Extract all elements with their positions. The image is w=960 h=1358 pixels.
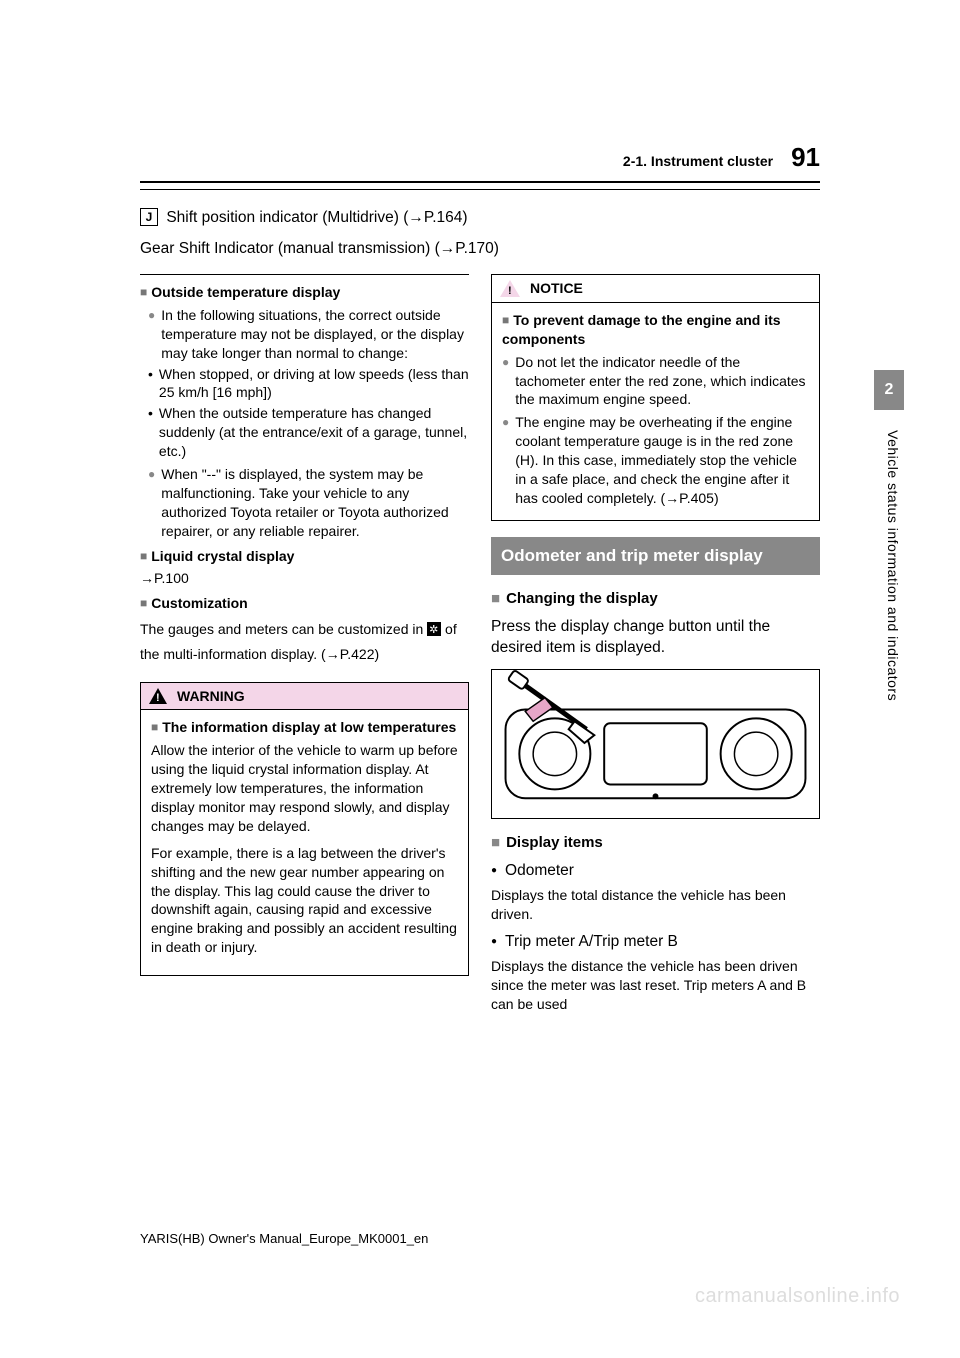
page-header: 2-1. Instrument cluster 91 (140, 140, 820, 181)
warning-label: WARNING (177, 687, 245, 706)
round-bullet-icon: ● (148, 306, 155, 363)
header-rule-thin (140, 189, 820, 190)
round-bullet-icon: ● (502, 353, 509, 410)
warning-icon (149, 688, 167, 704)
warning-p2: For example, there is a lag between the … (151, 844, 458, 957)
subhead-outside-temp: ■Outside temperature display (140, 283, 469, 302)
intro-block: J Shift position indicator (Multidrive) … (140, 208, 820, 260)
left-col-rule (140, 274, 469, 275)
notice-title-bar: NOTICE (492, 275, 819, 303)
square-bullet-icon: ■ (502, 313, 509, 327)
filled-bullet-icon: ● (491, 932, 497, 953)
square-bullet-icon: ■ (491, 590, 500, 607)
chapter-label: 2-1. Instrument cluster (623, 152, 773, 171)
footer-doc-id: YARIS(HB) Owner's Manual_Europe_MK0001_e… (140, 1230, 428, 1248)
square-bullet-icon: ■ (151, 720, 158, 734)
warning-body: ■The information display at low temperat… (141, 710, 468, 975)
cluster-svg (492, 670, 819, 818)
trip-meter-desc: Displays the distance the vehicle has be… (491, 957, 820, 1014)
lcd-ref: →P.100 (140, 569, 469, 588)
subhead-changing-display: ■Changing the display (491, 589, 820, 609)
notice-body: ■To prevent damage to the engine and its… (492, 303, 819, 520)
odometer-desc: Displays the total distance the vehicle … (491, 886, 820, 924)
left-column: ■Outside temperature display ● In the fo… (140, 274, 469, 1022)
subhead-lcd: ■Liquid crystal display (140, 547, 469, 566)
notice-bullet-tach: ● Do not let the indicator needle of the… (502, 353, 809, 410)
page-content: 2-1. Instrument cluster 91 J Shift posit… (140, 140, 820, 1021)
item-trip-meter: ● Trip meter A/Trip meter B (491, 932, 820, 953)
square-bullet-icon: ■ (140, 285, 147, 299)
warning-box: WARNING ■The information display at low … (140, 682, 469, 977)
filled-bullet-icon: ● (491, 861, 497, 882)
callout-box-j: J (140, 208, 158, 226)
sub-bullet-temp-change: • When the outside temperature has chang… (148, 404, 469, 461)
notice-icon (500, 280, 520, 297)
notice-bullet-coolant: ● The engine may be overheating if the e… (502, 413, 809, 507)
changing-display-text: Press the display change button until th… (491, 617, 820, 659)
sub-bullet-stopped: • When stopped, or driving at low speeds… (148, 365, 469, 403)
warning-p1: Allow the interior of the vehicle to war… (151, 741, 458, 835)
round-bullet-icon: ● (502, 413, 509, 507)
chapter-side-label: Vehicle status information and indicator… (883, 430, 902, 701)
watermark: carmanualsonline.info (695, 1283, 900, 1310)
intro-line-1-text: Shift position indicator (Multidrive) (→… (166, 209, 467, 226)
subhead-customization: ■Customization (140, 594, 469, 613)
warning-title-bar: WARNING (141, 683, 468, 711)
round-bullet-icon: ● (148, 465, 155, 541)
subhead-display-items: ■Display items (491, 833, 820, 853)
chapter-tab: 2 (874, 370, 904, 410)
square-bullet-icon: ■ (140, 596, 147, 610)
notice-box: NOTICE ■To prevent damage to the engine … (491, 274, 820, 521)
two-column-layout: ■Outside temperature display ● In the fo… (140, 274, 820, 1022)
notice-subhead: ■To prevent damage to the engine and its… (502, 311, 809, 349)
settings-icon (427, 622, 441, 636)
intro-line-1: J Shift position indicator (Multidrive) … (140, 208, 820, 229)
bullet-temp-situations: ● In the following situations, the corre… (148, 306, 469, 363)
square-bullet-icon: ■ (140, 549, 147, 563)
warning-subhead: ■The information display at low temperat… (151, 718, 458, 737)
display-button-illustration (491, 669, 820, 819)
page-number: 91 (791, 140, 820, 175)
section-odometer-title: Odometer and trip meter display (491, 537, 820, 575)
chapter-tab-number: 2 (885, 379, 894, 401)
item-odometer: ● Odometer (491, 861, 820, 882)
bullet-dashes-displayed: ● When "--" is displayed, the system may… (148, 465, 469, 541)
dot-bullet-icon: • (148, 404, 153, 461)
intro-line-2: Gear Shift Indicator (manual transmissio… (140, 239, 820, 260)
notice-label: NOTICE (530, 279, 583, 298)
square-bullet-icon: ■ (491, 834, 500, 851)
header-rule-thick (140, 181, 820, 183)
dot-bullet-icon: • (148, 365, 153, 403)
right-column: NOTICE ■To prevent damage to the engine … (491, 274, 820, 1022)
customization-text: The gauges and meters can be customized … (140, 617, 469, 667)
